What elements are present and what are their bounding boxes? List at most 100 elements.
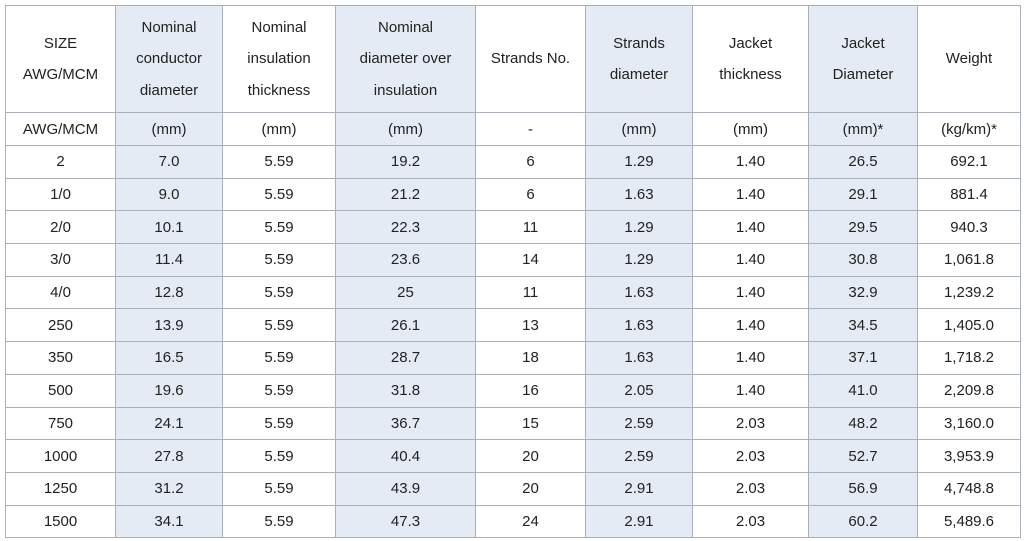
data-row: 2/0 10.1 5.59 22.3 11 1.29 1.40 29.5 940.3 — [5, 210, 1021, 245]
data-cell: 1.63 — [585, 341, 693, 375]
data-cell: 7.0 — [115, 145, 223, 179]
data-cell: 18 — [475, 341, 586, 375]
data-cell: 20 — [475, 471, 586, 506]
data-cell: 5.59 — [222, 471, 336, 506]
data-cell: 2/0 — [5, 210, 116, 245]
data-cell: 15 — [475, 406, 586, 441]
data-cell: 13 — [475, 308, 586, 343]
data-row: 1000 27.8 5.59 40.4 20 2.59 2.03 52.7 3,953.9 — [5, 439, 1021, 473]
header-text: Jacket — [728, 34, 773, 52]
data-cell: 250 — [5, 308, 116, 343]
data-cell: 28.7 — [335, 341, 476, 375]
data-cell: 2.03 — [692, 504, 809, 539]
data-cell: 1.63 — [585, 308, 693, 343]
data-cell: 52.7 — [808, 439, 918, 473]
header-cell: Weight — [917, 5, 1021, 113]
header-text: SIZE — [43, 34, 78, 52]
data-cell: 1.63 — [585, 177, 693, 212]
data-cell: 43.9 — [335, 471, 476, 506]
data-cell: 1.40 — [692, 210, 809, 245]
data-cell: 940.3 — [917, 210, 1021, 245]
header-cell: Strands No. — [475, 5, 586, 113]
data-cell: 34.5 — [808, 308, 918, 343]
data-cell: 2 — [5, 145, 116, 179]
data-row: 3/0 11.4 5.59 23.6 14 1.29 1.40 30.8 1,061.8 — [5, 243, 1021, 277]
unit-cell: (kg/km)* — [917, 112, 1021, 146]
data-cell: 10.1 — [115, 210, 223, 245]
data-cell: 16.5 — [115, 341, 223, 375]
data-cell: 24 — [475, 504, 586, 539]
header-text: Diameter — [832, 66, 894, 83]
data-cell: 34.1 — [115, 504, 223, 539]
data-cell: 22.3 — [335, 210, 476, 245]
header-cell: Nominal insulation thickness — [222, 5, 336, 113]
data-cell: 2.59 — [585, 406, 693, 441]
data-cell: 29.5 — [808, 210, 918, 245]
data-cell: 20 — [475, 439, 586, 473]
data-cell: 881.4 — [917, 177, 1021, 212]
data-row: 250 13.9 5.59 26.1 13 1.63 1.40 34.5 1,405.0 — [5, 308, 1021, 343]
data-cell: 692.1 — [917, 145, 1021, 179]
data-cell: 31.8 — [335, 373, 476, 408]
header-text: insulation — [373, 81, 438, 99]
data-cell: 1.29 — [585, 243, 693, 277]
data-cell: 48.2 — [808, 406, 918, 441]
data-cell: 1.29 — [585, 210, 693, 245]
data-cell: 5.59 — [222, 145, 336, 179]
data-cell: 27.8 — [115, 439, 223, 473]
header-text: diameter — [139, 81, 199, 99]
header-text: thickness — [247, 81, 311, 99]
data-cell: 3,160.0 — [917, 406, 1021, 441]
data-cell: 2.59 — [585, 439, 693, 473]
data-cell: 2.03 — [692, 439, 809, 473]
data-cell: 6 — [475, 145, 586, 179]
data-row: 500 19.6 5.59 31.8 16 2.05 1.40 41.0 2,209.8 — [5, 373, 1021, 408]
data-cell: 2.03 — [692, 406, 809, 441]
header-row: SIZE AWG/MCM Nominal conductor diameter Nomin… — [5, 5, 1021, 113]
data-cell: 5.59 — [222, 373, 336, 408]
data-cell: 19.6 — [115, 373, 223, 408]
data-row: 1/0 9.0 5.59 21.2 6 1.63 1.40 29.1 881.4 — [5, 177, 1021, 212]
data-cell: 11 — [475, 210, 586, 245]
data-cell: 1500 — [5, 504, 116, 539]
data-cell: 32.9 — [808, 275, 918, 310]
unit-cell: AWG/MCM — [5, 112, 116, 146]
data-cell: 1.40 — [692, 243, 809, 277]
data-cell: 19.2 — [335, 145, 476, 179]
unit-cell: (mm) — [335, 112, 476, 146]
data-cell: 5,489.6 — [917, 504, 1021, 539]
data-cell: 5.59 — [222, 177, 336, 212]
header-cell: Jacket Diameter — [808, 5, 918, 113]
header-cell: SIZE AWG/MCM — [5, 5, 116, 113]
data-cell: 5.59 — [222, 243, 336, 277]
header-cell: Jacket thickness — [692, 5, 809, 113]
data-cell: 2.05 — [585, 373, 693, 408]
data-cell: 40.4 — [335, 439, 476, 473]
data-cell: 1.40 — [692, 341, 809, 375]
data-cell: 29.1 — [808, 177, 918, 212]
spec-table: SIZE AWG/MCM Nominal conductor diameter Nomin… — [5, 5, 1021, 539]
data-cell: 5.59 — [222, 439, 336, 473]
data-cell: 47.3 — [335, 504, 476, 539]
data-cell: 1250 — [5, 471, 116, 506]
data-cell: 2.91 — [585, 504, 693, 539]
data-row: 350 16.5 5.59 28.7 18 1.63 1.40 37.1 1,718.2 — [5, 341, 1021, 375]
units-row: AWG/MCM (mm) (mm) (mm) - (mm) (mm) (mm)* (kg/km)… — [5, 112, 1021, 146]
header-text: insulation — [247, 50, 311, 68]
data-cell: 5.59 — [222, 308, 336, 343]
data-cell: 4,748.8 — [917, 471, 1021, 506]
header-text: thickness — [719, 66, 782, 83]
data-cell: 26.1 — [335, 308, 476, 343]
data-cell: 23.6 — [335, 243, 476, 277]
data-cell: 12.8 — [115, 275, 223, 310]
data-cell: 5.59 — [222, 504, 336, 539]
data-cell: 2,209.8 — [917, 373, 1021, 408]
data-row: 750 24.1 5.59 36.7 15 2.59 2.03 48.2 3,160.0 — [5, 406, 1021, 441]
header-text: Nominal — [377, 18, 434, 36]
data-row: 1500 34.1 5.59 47.3 24 2.91 2.03 60.2 5,489.6 — [5, 504, 1021, 539]
header-text: Nominal — [251, 18, 307, 36]
header-text: diameter — [609, 66, 669, 83]
data-cell: 56.9 — [808, 471, 918, 506]
data-cell: 350 — [5, 341, 116, 375]
